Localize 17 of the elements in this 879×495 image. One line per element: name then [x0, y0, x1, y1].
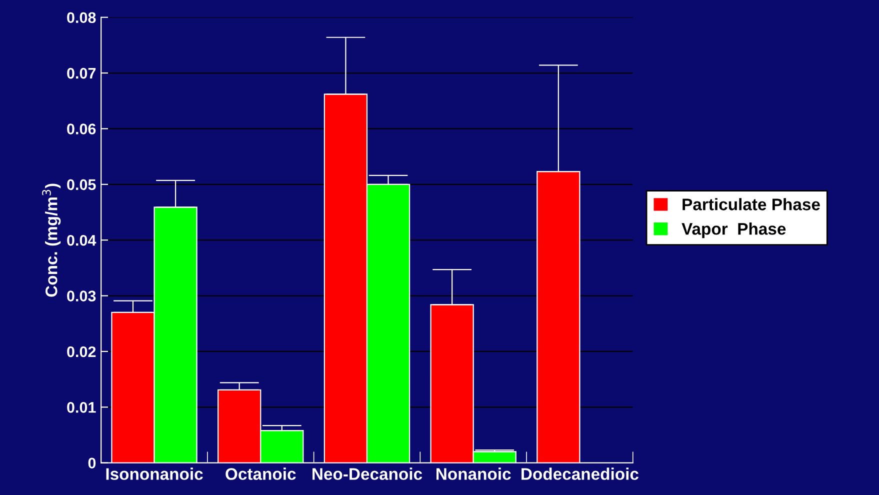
x-tick-label: Isononanoic: [106, 468, 203, 480]
y-axis-title: Conc. (mg/m$^{3}$): [42, 184, 61, 297]
y-tick-label: 0.01: [67, 402, 96, 413]
y-tick-label: 0.07: [67, 68, 96, 79]
x-tick-label: Nonanoic: [436, 468, 511, 480]
y-tick-label: 0.04: [67, 234, 96, 246]
y-tick-label: 0.06: [67, 124, 96, 134]
y-tick-label: 0.05: [67, 179, 96, 190]
x-tick-label: Octanoic: [226, 468, 296, 480]
legend-label: Particulate Phase: [682, 198, 820, 210]
y-tick-label: 0.03: [67, 290, 96, 302]
y-tick-label: 0: [88, 458, 96, 469]
legend-label: Vapor Phase: [682, 222, 786, 238]
y-tick-label: 0.08: [67, 12, 96, 24]
y-tick-label: 0.02: [67, 346, 96, 358]
x-tick-label: Neo-Decanoic: [312, 468, 422, 480]
x-tick-label: Dodecanedioic: [522, 468, 638, 480]
